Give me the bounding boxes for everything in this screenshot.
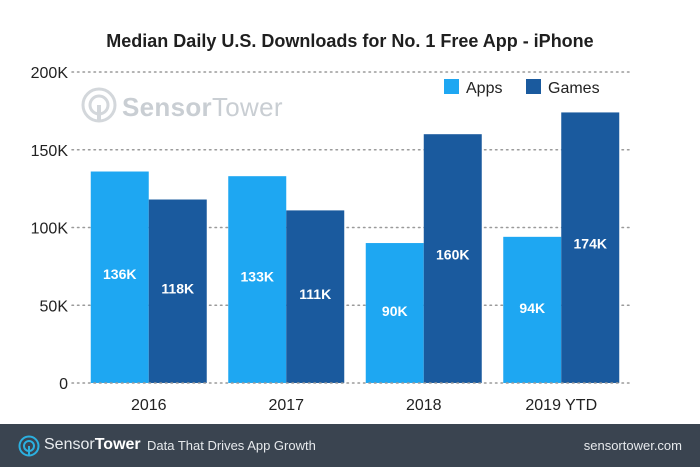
sensortower-logo-icon — [18, 435, 40, 457]
bar-chart: Median Daily U.S. Downloads for No. 1 Fr… — [31, 31, 631, 414]
bar-games — [423, 134, 482, 383]
footer-url: sensortower.com — [583, 438, 682, 453]
footer-brand: SensorTower — [44, 436, 141, 454]
bar-apps — [90, 171, 149, 383]
watermark-brand-part1: Sensor — [122, 92, 212, 122]
bar-games — [286, 210, 345, 383]
bar-games — [561, 112, 620, 384]
x-tick-label: 2018 — [406, 397, 442, 414]
sensortower-watermark: SensorTower — [122, 92, 283, 123]
chart-title: Median Daily U.S. Downloads for No. 1 Fr… — [106, 31, 593, 51]
y-tick-label: 0 — [59, 376, 68, 393]
data-label: 133K — [241, 268, 274, 284]
x-tick-label: 2019 YTD — [525, 397, 597, 414]
footer-bar: SensorTower Data That Drives App Growth … — [0, 424, 700, 467]
bar-apps — [365, 243, 424, 383]
data-label: 160K — [436, 247, 469, 263]
data-label: 90K — [382, 303, 408, 319]
legend-swatch-games — [526, 79, 541, 94]
footer-tagline: Data That Drives App Growth — [147, 438, 316, 453]
legend-label-games: Games — [548, 80, 600, 97]
data-label: 111K — [299, 286, 331, 302]
x-tick-label: 2016 — [131, 397, 167, 414]
sensortower-watermark-icon — [81, 87, 117, 123]
bar-apps — [503, 236, 562, 383]
data-label: 94K — [519, 300, 545, 316]
data-label: 136K — [103, 266, 136, 282]
watermark-brand-part2: Tower — [211, 92, 283, 122]
y-tick-label: 100K — [31, 221, 69, 238]
legend-label-apps: Apps — [466, 80, 502, 97]
y-tick-label: 50K — [40, 298, 69, 315]
y-tick-label: 150K — [31, 143, 69, 160]
footer-brand-part2: Tower — [94, 436, 141, 453]
x-tick-label: 2017 — [268, 397, 304, 414]
legend-swatch-apps — [444, 79, 459, 94]
bar-games — [148, 199, 207, 383]
y-tick-label: 200K — [31, 65, 69, 82]
data-label: 118K — [161, 281, 194, 297]
footer-brand-part1: Sensor — [44, 436, 95, 453]
data-label: 174K — [574, 235, 607, 251]
bar-apps — [228, 176, 287, 383]
